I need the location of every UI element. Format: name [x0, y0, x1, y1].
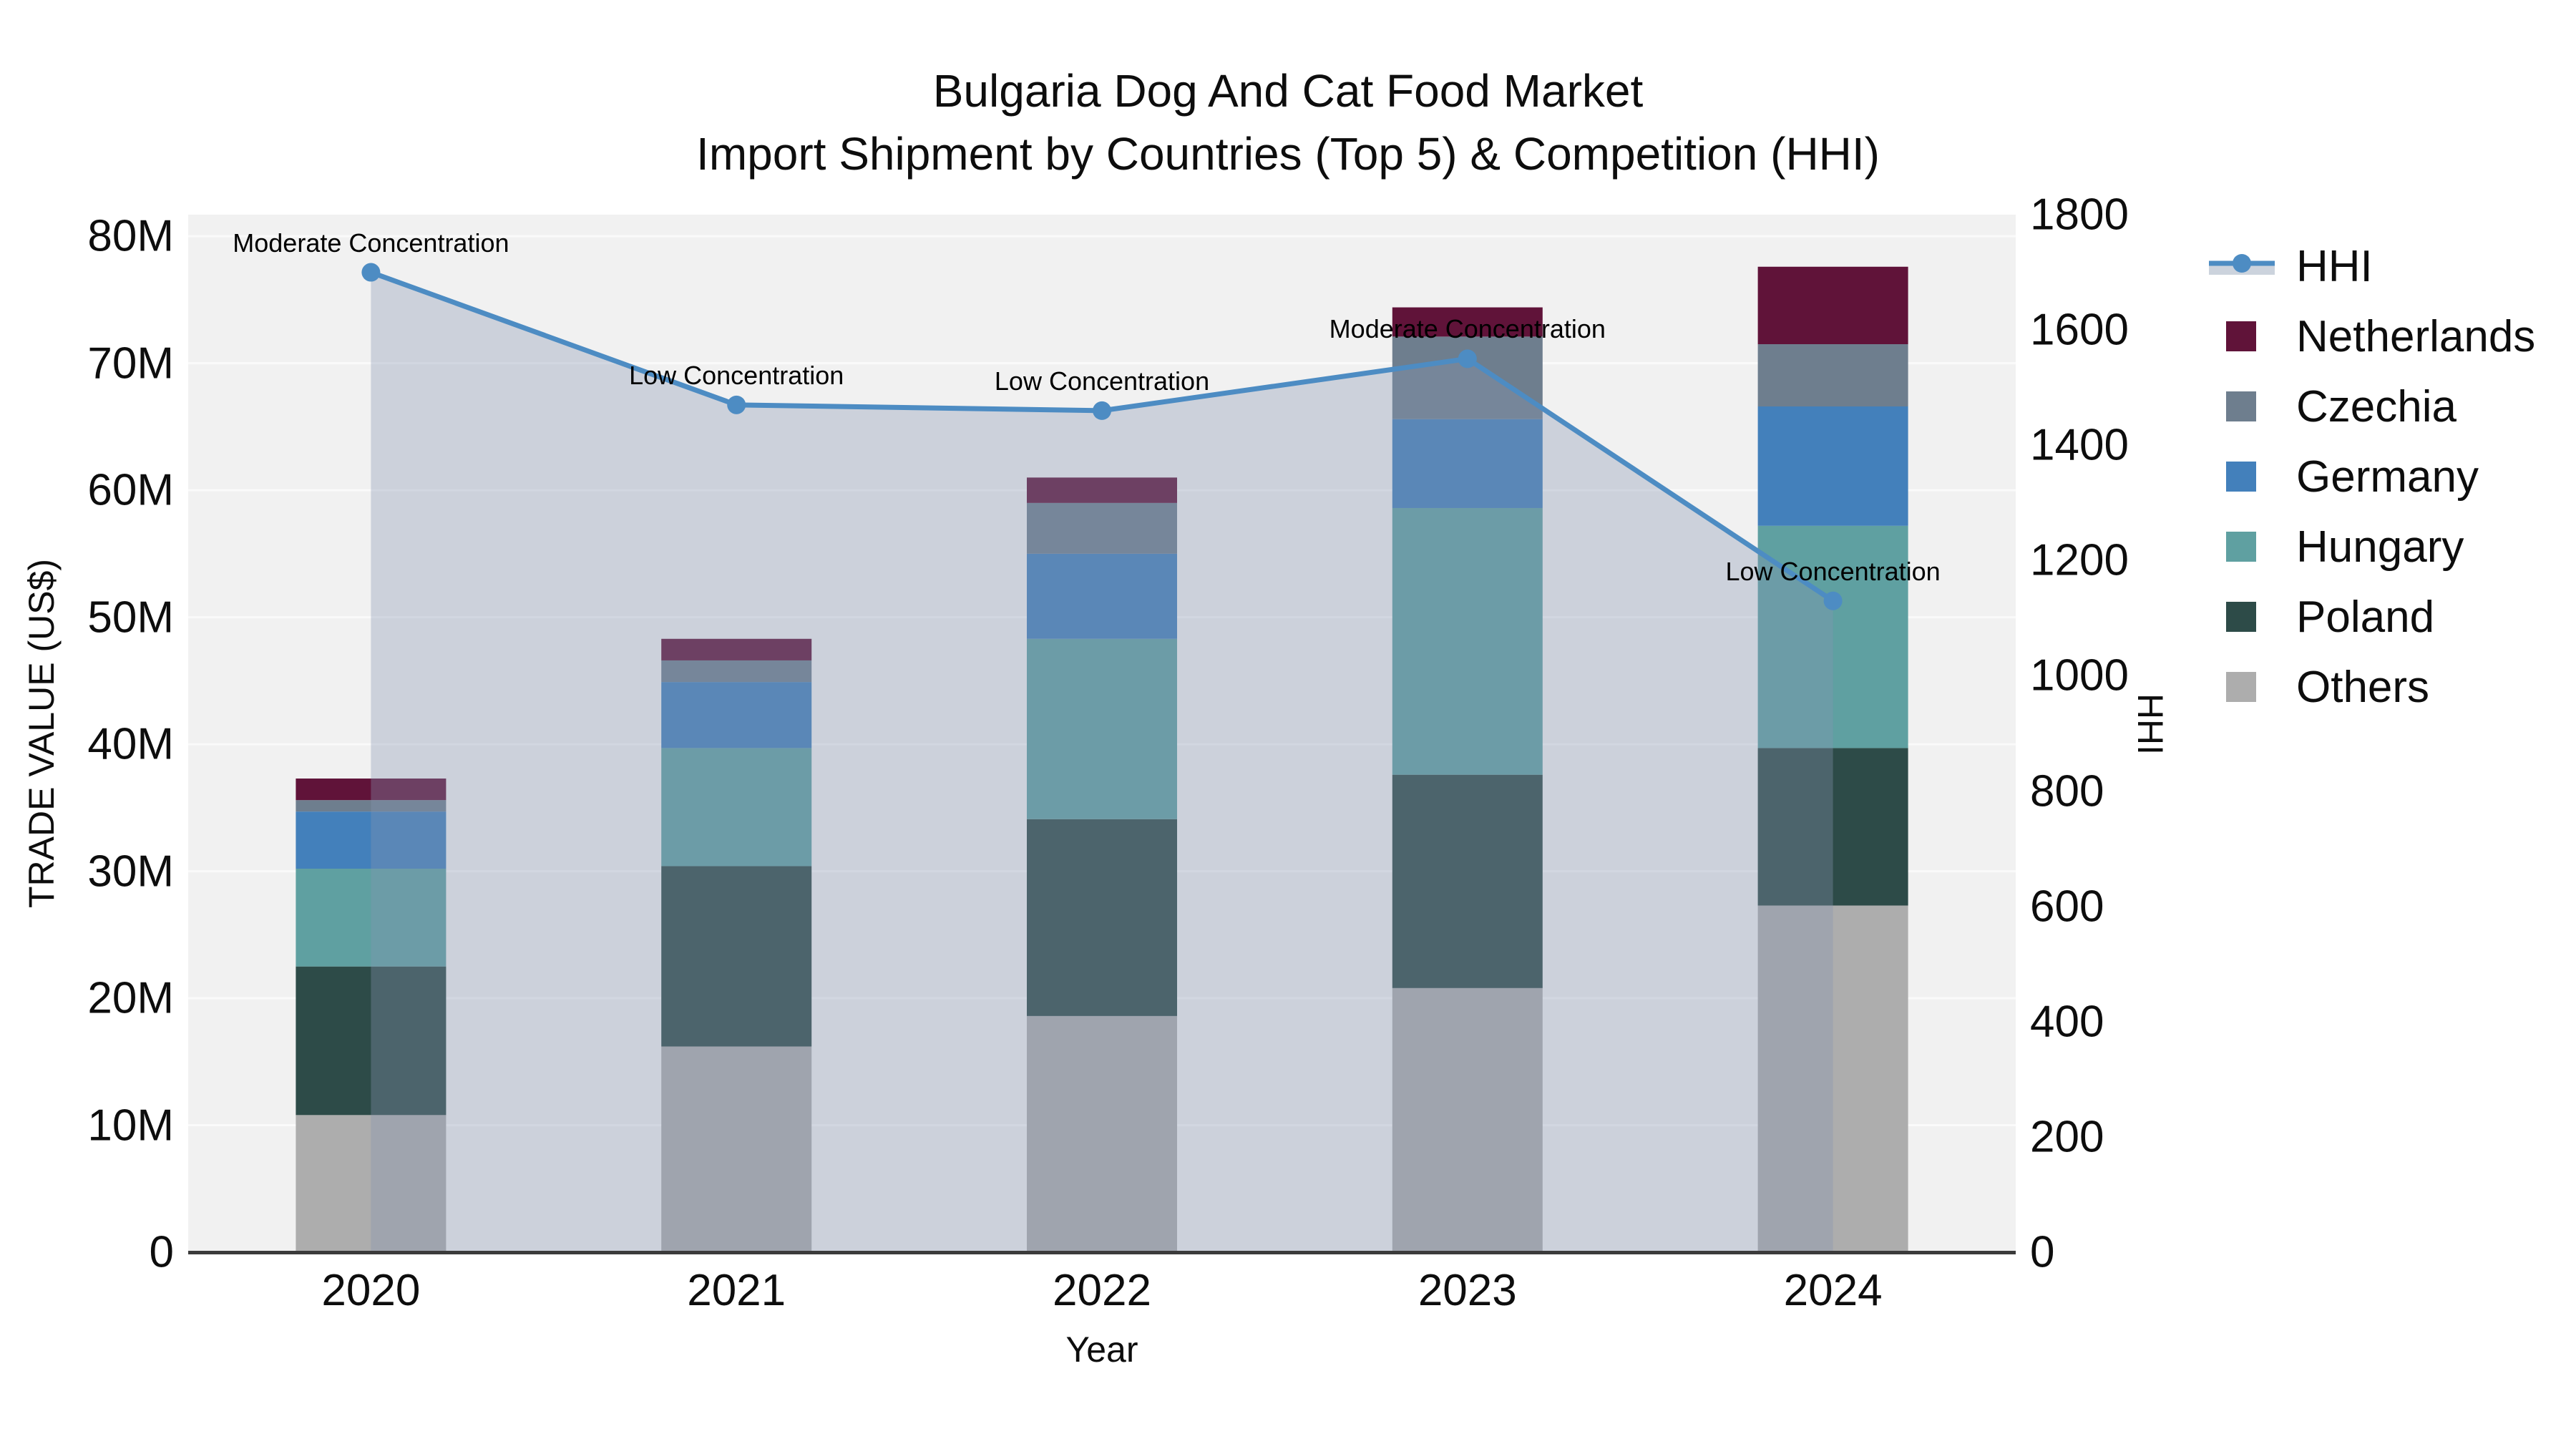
legend-swatch-icon: [2209, 384, 2275, 429]
y2-tick-label: 400: [2030, 997, 2104, 1047]
hhi-marker-2021[interactable]: [727, 395, 746, 414]
y2-tick-label: 0: [2030, 1227, 2055, 1277]
x-tick-label: 2021: [687, 1266, 786, 1315]
bar-netherlands-2022[interactable]: [1027, 477, 1177, 503]
bar-hungary-2022[interactable]: [1027, 638, 1177, 819]
x-tick-label: 2022: [1053, 1266, 1151, 1315]
bar-others-2020[interactable]: [296, 1115, 447, 1252]
y2-axis-title: HHI: [2130, 693, 2170, 756]
bar-others-2022[interactable]: [1027, 1015, 1177, 1252]
y2-tick-label: 1600: [2030, 305, 2129, 355]
x-axis-title: Year: [1065, 1330, 1138, 1370]
bar-hungary-2021[interactable]: [661, 748, 812, 867]
bar-poland-2023[interactable]: [1392, 774, 1543, 988]
hhi-marker-2024[interactable]: [1823, 591, 1843, 610]
legend-swatch-icon: [2209, 594, 2275, 640]
y-tick-label: 50M: [87, 592, 174, 643]
hhi-marker-2023[interactable]: [1458, 349, 1477, 369]
legend-item-hhi[interactable]: HHI: [2209, 241, 2535, 291]
legend-item-netherlands[interactable]: Netherlands: [2209, 311, 2536, 361]
y-tick-label: 20M: [87, 973, 174, 1023]
annotation-2022: Low Concentration: [994, 366, 1210, 396]
bar-czechia-2021[interactable]: [661, 660, 812, 683]
legend-label: Others: [2296, 662, 2430, 712]
bar-czechia-2024[interactable]: [1757, 344, 1908, 406]
legend-label: Netherlands: [2296, 311, 2536, 361]
legend-label: Germany: [2296, 452, 2479, 502]
bar-hungary-2020[interactable]: [296, 869, 447, 967]
bar-netherlands-2024[interactable]: [1757, 266, 1908, 345]
annotation-2024: Low Concentration: [1725, 556, 1941, 586]
x-tick-label: 2020: [321, 1266, 421, 1315]
x-axis-line: [188, 1251, 2016, 1254]
y2-tick-label: 600: [2030, 882, 2104, 932]
legend: HHI Netherlands Czechia Germany Hungary …: [2209, 241, 2536, 734]
legend-swatch-icon: [2209, 524, 2275, 570]
bar-germany-2021[interactable]: [661, 682, 812, 748]
annotation-2021: Low Concentration: [629, 360, 844, 390]
y-tick-label: 0: [149, 1227, 174, 1277]
legend-label: Poland: [2296, 592, 2435, 642]
bar-poland-2022[interactable]: [1027, 819, 1177, 1016]
y-tick-label: 60M: [87, 465, 174, 515]
bar-germany-2020[interactable]: [296, 811, 447, 869]
legend-item-germany[interactable]: Germany: [2209, 452, 2535, 502]
bar-others-2021[interactable]: [661, 1046, 812, 1252]
y2-tick-label: 200: [2030, 1112, 2104, 1162]
legend-item-hungary[interactable]: Hungary: [2209, 522, 2535, 572]
plot-area: [188, 215, 2016, 1252]
legend-label: HHI: [2296, 241, 2373, 291]
legend-swatch-icon: [2209, 664, 2275, 710]
hhi-marker-2022[interactable]: [1093, 401, 1111, 420]
annotation-2023: Moderate Concentration: [1329, 314, 1606, 344]
y-axis-title: TRADE VALUE (US$): [21, 558, 62, 909]
y2-tick-label: 800: [2030, 766, 2104, 816]
bar-poland-2024[interactable]: [1757, 748, 1908, 906]
legend-item-czechia[interactable]: Czechia: [2209, 381, 2535, 431]
y-tick-label: 70M: [87, 338, 174, 389]
legend-swatch-icon: [2209, 313, 2275, 359]
y2-tick-label: 1800: [2030, 190, 2129, 240]
chart-title-line2: Import Shipment by Countries (Top 5) & C…: [696, 128, 1880, 180]
bar-poland-2020[interactable]: [296, 966, 447, 1116]
bar-germany-2024[interactable]: [1757, 406, 1908, 526]
bar-netherlands-2020[interactable]: [296, 779, 447, 801]
bar-hungary-2024[interactable]: [1757, 525, 1908, 748]
bar-netherlands-2021[interactable]: [661, 638, 812, 660]
bar-hungary-2023[interactable]: [1392, 507, 1543, 775]
hhi-marker-2020[interactable]: [361, 263, 381, 282]
x-tick-label: 2023: [1418, 1266, 1517, 1315]
legend-label: Czechia: [2296, 381, 2457, 431]
y2-tick-label: 1200: [2030, 535, 2129, 585]
bar-czechia-2020[interactable]: [296, 800, 447, 812]
y-tick-label: 10M: [87, 1101, 174, 1151]
y-tick-label: 30M: [87, 847, 174, 897]
bar-netherlands-2023[interactable]: [1392, 307, 1543, 337]
hhi-line-icon: [2209, 243, 2275, 289]
bar-czechia-2022[interactable]: [1027, 502, 1177, 554]
chart-title-line1: Bulgaria Dog And Cat Food Market: [932, 65, 1644, 117]
bar-germany-2023[interactable]: [1392, 419, 1543, 508]
y2-tick-label: 1400: [2030, 420, 2129, 470]
hhi-area: [371, 272, 1833, 1252]
legend-item-others[interactable]: Others: [2209, 662, 2535, 712]
y-tick-label: 40M: [87, 719, 174, 769]
legend-label: Hungary: [2296, 522, 2464, 572]
y-tick-label: 80M: [87, 211, 174, 261]
x-tick-label: 2024: [1783, 1266, 1883, 1315]
legend-item-poland[interactable]: Poland: [2209, 592, 2535, 642]
bar-others-2023[interactable]: [1392, 987, 1543, 1252]
bar-others-2024[interactable]: [1757, 905, 1908, 1252]
legend-swatch-icon: [2209, 454, 2275, 499]
annotation-2020: Moderate Concentration: [233, 228, 509, 258]
bar-germany-2022[interactable]: [1027, 553, 1177, 639]
bar-poland-2021[interactable]: [661, 866, 812, 1047]
y2-tick-label: 1000: [2030, 650, 2129, 701]
